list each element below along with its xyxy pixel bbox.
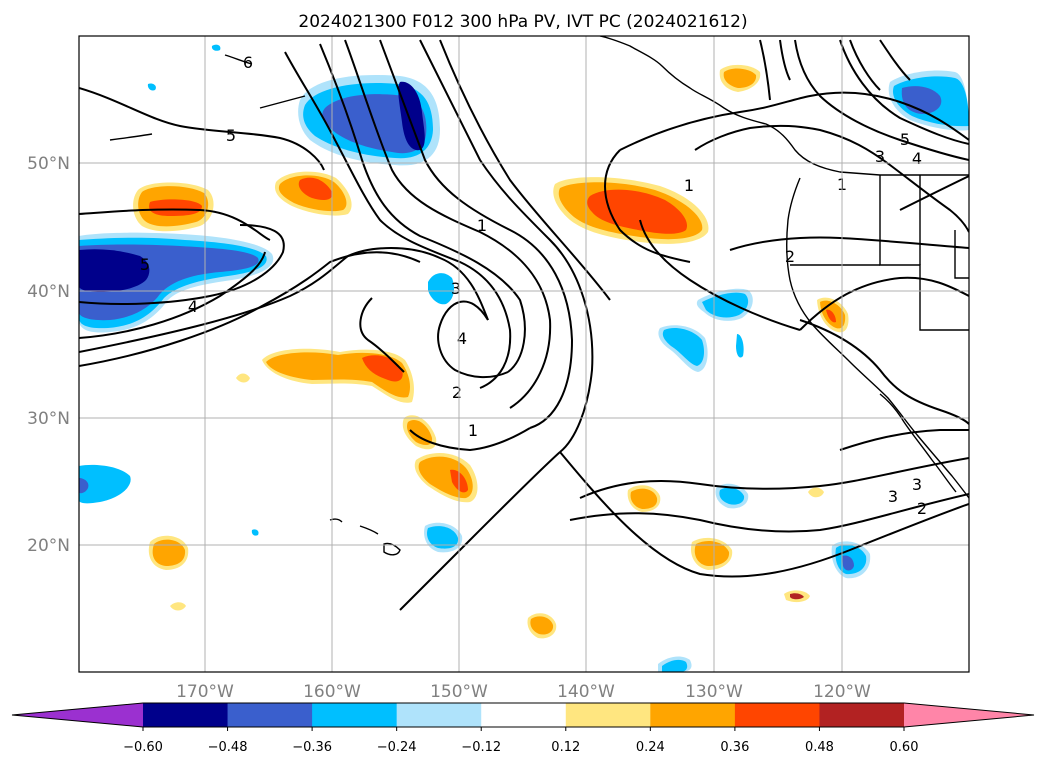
- contour-labels: 6 5 5 4 4 3 3 3 2 2 2 1 1 1 1 5 4 3: [140, 53, 927, 518]
- colorbar-tick-label: −0.12: [461, 740, 501, 755]
- contour-label: 5: [900, 130, 910, 149]
- map-frame: [78, 35, 970, 673]
- lon-label: 160°W: [303, 682, 361, 702]
- colorbar-segment: [565, 703, 651, 727]
- contour-label: 5: [226, 126, 236, 145]
- lon-label: 120°W: [813, 682, 871, 702]
- colorbar-tick-label: 0.24: [636, 740, 665, 755]
- contour-label: 1: [477, 216, 487, 235]
- colorbar-segment: [481, 703, 567, 727]
- ivt-contours: [79, 39, 969, 611]
- lat-label: 50°N: [27, 154, 70, 174]
- colorbar-tick-label: 0.12: [551, 740, 580, 755]
- graticule: [79, 36, 969, 672]
- colorbar-tick-label: −0.48: [208, 740, 248, 755]
- colorbar-outline: [11, 702, 1035, 728]
- lat-label: 20°N: [27, 536, 70, 556]
- colorbar-extend-high: [904, 703, 1034, 727]
- colorbar-tick-label: 0.36: [720, 740, 749, 755]
- colorbar-segment: [312, 703, 398, 727]
- lat-label: 30°N: [27, 409, 70, 429]
- contour-label: 3: [888, 487, 898, 506]
- contour-label: 1: [468, 421, 478, 440]
- contour-label: 3: [912, 475, 922, 494]
- contour-label: 6: [243, 53, 253, 72]
- colorbar-tick-label: 0.60: [890, 740, 919, 755]
- colorbar-segment: [396, 703, 482, 727]
- longitude-labels: 170°W 160°W 150°W 140°W 130°W 120°W: [176, 682, 871, 702]
- latitude-labels: 50°N 40°N 30°N 20°N: [27, 154, 70, 556]
- map-area[interactable]: 6 5 5 4 4 3 3 3 2 2 2 1 1 1 1 5 4 3: [79, 36, 969, 672]
- colorbar-tick-label: −0.60: [123, 740, 163, 755]
- contour-label: 2: [452, 383, 462, 402]
- colorbar-tick-label: −0.24: [377, 740, 417, 755]
- lat-label: 40°N: [27, 282, 70, 302]
- lon-label: 150°W: [430, 682, 488, 702]
- colorbar-segment: [734, 703, 820, 727]
- contour-label: 5: [140, 255, 150, 274]
- contour-label: 2: [785, 247, 795, 266]
- colorbar: −0.60 −0.48 −0.36 −0.24 −0.12 0.12 0.24 0.36 0.4…: [11, 702, 1035, 755]
- map-title: 2024021300 F012 300 hPa PV, IVT PC (2024…: [298, 12, 747, 32]
- contour-label: 3: [875, 147, 885, 166]
- colorbar-segment: [143, 703, 229, 727]
- colorbar-segment: [227, 703, 313, 727]
- colorbar-extend-low: [12, 703, 143, 727]
- contour-label: 1: [684, 176, 694, 195]
- colorbar-tick-label: 0.48: [805, 740, 834, 755]
- coastlines: [109, 36, 969, 556]
- contour-label: 4: [912, 149, 922, 168]
- lon-label: 130°W: [685, 682, 743, 702]
- colorbar-segment: [819, 703, 905, 727]
- contour-label: 4: [188, 297, 198, 316]
- contour-label: 4: [457, 329, 467, 348]
- colorbar-segment: [650, 703, 736, 727]
- colorbar-tick-label: −0.36: [292, 740, 332, 755]
- lon-label: 170°W: [176, 682, 234, 702]
- lon-label: 140°W: [557, 682, 615, 702]
- contour-label: 2: [917, 499, 927, 518]
- contour-label: 3: [451, 279, 461, 298]
